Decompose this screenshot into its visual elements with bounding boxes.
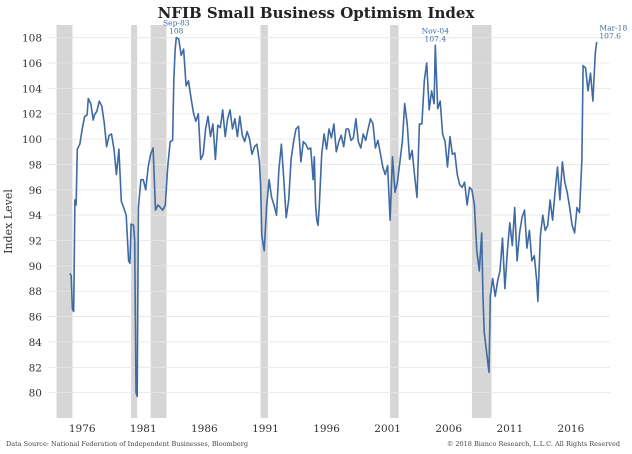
- annotation-label: Nov-04: [422, 26, 450, 35]
- data-source-note: Data Source: National Federation of Inde…: [6, 440, 248, 448]
- y-tick-label: 102: [22, 109, 42, 121]
- x-tick-label: 1991: [252, 423, 279, 435]
- annotation-label: Sep-83: [163, 19, 190, 28]
- recession-band: [131, 25, 138, 418]
- y-tick-label: 106: [22, 58, 42, 70]
- x-tick-label: 1981: [130, 423, 157, 435]
- y-tick-label: 90: [29, 261, 42, 273]
- x-tick-label: 1986: [191, 423, 218, 435]
- y-tick-label: 82: [29, 362, 42, 374]
- series-layer: [69, 36, 598, 398]
- y-tick-label: 84: [29, 337, 43, 349]
- y-tick-label: 88: [29, 286, 42, 298]
- copyright-note: © 2018 Bianco Research, L.L.C. All Right…: [446, 440, 620, 448]
- recession-band: [471, 25, 492, 418]
- y-tick-label: 96: [29, 185, 43, 197]
- x-tick-label: 2016: [558, 423, 585, 435]
- annotation-label: 107.4: [425, 34, 447, 43]
- y-tick-label: 92: [29, 236, 42, 248]
- x-axis-ticks: 1976 1981 1986 1991 1996 2001 2006 2011 2016: [69, 423, 585, 435]
- y-tick-label: 104: [22, 83, 42, 95]
- annotation-label: 107.6: [599, 32, 621, 41]
- y-tick-label: 86: [29, 312, 43, 324]
- gridlines: [48, 37, 610, 394]
- y-axis-ticks: 80 82 84 86 88 90 92 94 96 98 100 102 104 106 108: [22, 33, 42, 400]
- y-tick-label: 94: [29, 210, 43, 222]
- x-tick-label: 1976: [69, 423, 96, 435]
- series-line: [69, 36, 598, 398]
- x-tick-label: 2006: [435, 423, 462, 435]
- x-tick-label: 1996: [313, 423, 340, 435]
- x-tick-label: 2011: [496, 423, 523, 435]
- recession-band: [390, 25, 399, 418]
- recession-band: [260, 25, 268, 418]
- y-tick-label: 100: [22, 134, 42, 146]
- annotation-label: Mar-18: [599, 24, 627, 33]
- x-tick-label: 2001: [374, 423, 401, 435]
- y-axis-label: Index Level: [2, 189, 15, 254]
- recession-band: [150, 25, 167, 418]
- chart-title: NFIB Small Business Optimism Index: [157, 4, 475, 22]
- y-tick-label: 108: [22, 33, 42, 45]
- annotation-label: 108: [169, 27, 184, 36]
- y-tick-label: 98: [29, 159, 42, 171]
- y-tick-label: 80: [29, 388, 42, 400]
- recession-band: [56, 25, 73, 418]
- recession-bands: [56, 25, 492, 418]
